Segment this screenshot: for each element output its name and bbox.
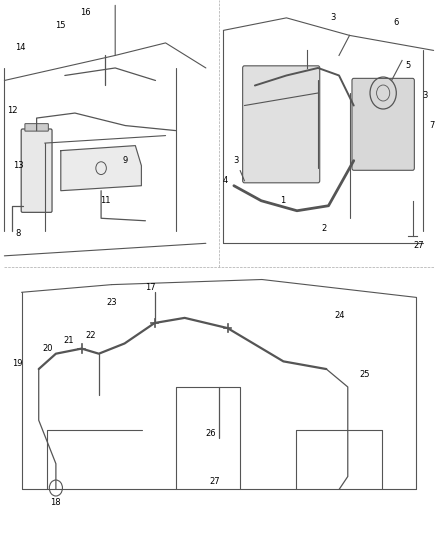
Text: 9: 9 bbox=[123, 156, 128, 165]
Text: 21: 21 bbox=[64, 336, 74, 345]
Text: 12: 12 bbox=[7, 106, 18, 115]
Text: 25: 25 bbox=[360, 370, 370, 378]
Text: 7: 7 bbox=[429, 121, 434, 130]
Text: 27: 27 bbox=[413, 241, 424, 251]
FancyBboxPatch shape bbox=[243, 66, 320, 183]
Text: 22: 22 bbox=[85, 332, 95, 340]
Text: 3: 3 bbox=[233, 156, 239, 165]
Text: 2: 2 bbox=[321, 224, 327, 233]
Text: 4: 4 bbox=[223, 176, 228, 185]
Text: 16: 16 bbox=[80, 9, 90, 18]
Text: 14: 14 bbox=[15, 43, 26, 52]
Text: 17: 17 bbox=[145, 282, 155, 292]
FancyBboxPatch shape bbox=[21, 129, 52, 212]
Text: 1: 1 bbox=[279, 196, 285, 205]
Text: 23: 23 bbox=[106, 298, 117, 307]
Text: 15: 15 bbox=[56, 21, 66, 30]
Text: 13: 13 bbox=[13, 161, 24, 170]
FancyBboxPatch shape bbox=[352, 78, 414, 171]
Text: 8: 8 bbox=[16, 229, 21, 238]
Text: 5: 5 bbox=[406, 61, 411, 70]
Text: 20: 20 bbox=[42, 344, 53, 353]
Text: 27: 27 bbox=[209, 477, 220, 486]
Text: 11: 11 bbox=[100, 196, 110, 205]
Text: 6: 6 bbox=[393, 18, 399, 27]
Text: 18: 18 bbox=[50, 498, 61, 506]
Polygon shape bbox=[61, 146, 141, 191]
Text: 24: 24 bbox=[334, 311, 344, 320]
Text: 26: 26 bbox=[205, 429, 216, 438]
Text: 19: 19 bbox=[12, 359, 22, 368]
Text: 3: 3 bbox=[423, 91, 428, 100]
Text: 3: 3 bbox=[330, 13, 336, 22]
FancyBboxPatch shape bbox=[25, 124, 48, 131]
